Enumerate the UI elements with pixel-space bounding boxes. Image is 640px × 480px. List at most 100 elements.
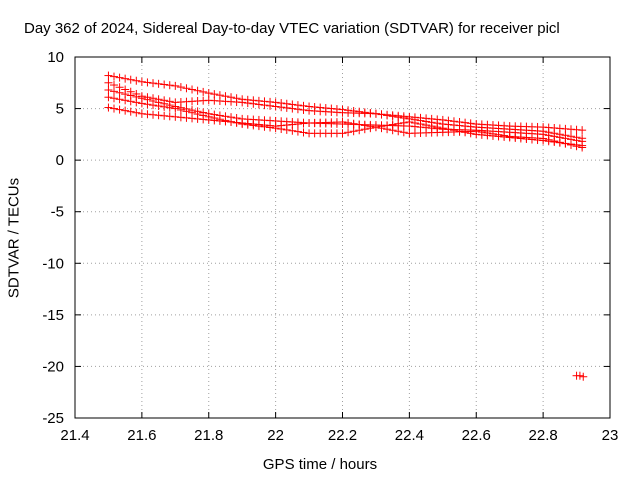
data-point bbox=[199, 87, 208, 96]
x-tick-label: 22.4 bbox=[395, 427, 424, 444]
data-point bbox=[137, 77, 146, 86]
data-point bbox=[260, 121, 269, 130]
data-point bbox=[182, 84, 191, 93]
data-point bbox=[121, 106, 130, 115]
data-point bbox=[394, 119, 403, 128]
data-point bbox=[578, 143, 587, 152]
data-point bbox=[344, 118, 353, 127]
data-point bbox=[215, 116, 224, 125]
data-point bbox=[254, 100, 263, 109]
data-point bbox=[110, 104, 119, 113]
data-point bbox=[154, 111, 163, 120]
data-point bbox=[299, 105, 308, 114]
data-point bbox=[575, 371, 584, 380]
y-axis-label: SDTVAR / TECUs bbox=[5, 177, 23, 299]
data-points bbox=[104, 71, 588, 381]
data-point bbox=[271, 102, 280, 111]
data-point bbox=[227, 117, 236, 126]
data-point bbox=[338, 117, 347, 126]
x-tick-label: 21.4 bbox=[60, 427, 89, 444]
data-point bbox=[193, 114, 202, 123]
data-point bbox=[171, 112, 180, 121]
data-point bbox=[249, 99, 258, 108]
data-point bbox=[188, 114, 197, 123]
data-point bbox=[422, 121, 431, 130]
data-point bbox=[132, 98, 141, 107]
data-point bbox=[500, 131, 509, 140]
y-tick-label: -15 bbox=[42, 307, 64, 324]
data-point bbox=[399, 118, 408, 127]
data-point bbox=[277, 121, 286, 130]
y-tick-label: 10 bbox=[47, 49, 64, 66]
data-point bbox=[282, 121, 291, 130]
data-point bbox=[160, 111, 169, 120]
data-point bbox=[360, 121, 369, 130]
data-point bbox=[204, 115, 213, 124]
data-point bbox=[110, 94, 119, 103]
data-point bbox=[115, 95, 124, 104]
data-point bbox=[338, 129, 347, 138]
data-point bbox=[344, 128, 353, 137]
data-point bbox=[282, 103, 291, 112]
data-point bbox=[126, 107, 135, 116]
data-point bbox=[388, 112, 397, 121]
data-point bbox=[349, 127, 358, 136]
data-point bbox=[176, 83, 185, 92]
data-point bbox=[277, 103, 286, 112]
data-point bbox=[383, 111, 392, 120]
data-point bbox=[405, 117, 414, 126]
data-point bbox=[199, 115, 208, 124]
x-axis-label: GPS time / hours bbox=[262, 456, 378, 473]
data-point bbox=[539, 134, 548, 143]
data-point bbox=[293, 105, 302, 114]
data-point bbox=[149, 101, 158, 110]
data-point bbox=[299, 119, 308, 128]
data-point bbox=[555, 138, 564, 147]
data-point bbox=[176, 105, 185, 114]
data-point bbox=[271, 122, 280, 131]
data-point bbox=[494, 130, 503, 139]
data-point bbox=[416, 120, 425, 129]
x-tick-label: 21.6 bbox=[127, 427, 156, 444]
data-point bbox=[104, 71, 113, 80]
y-tick-label: 0 bbox=[56, 152, 64, 169]
data-point bbox=[243, 119, 252, 128]
data-point bbox=[366, 122, 375, 131]
data-point bbox=[188, 85, 197, 94]
data-point bbox=[349, 119, 358, 128]
data-point bbox=[488, 129, 497, 138]
data-point bbox=[132, 108, 141, 117]
plot-frame bbox=[74, 56, 611, 419]
data-point bbox=[126, 97, 135, 106]
x-tick-label: 22.8 bbox=[529, 427, 558, 444]
x-tick-label: 22.2 bbox=[328, 427, 357, 444]
data-point bbox=[149, 110, 158, 119]
data-point bbox=[104, 78, 113, 87]
data-point bbox=[266, 101, 275, 110]
y-tick-label: -25 bbox=[42, 410, 64, 427]
data-point bbox=[238, 98, 247, 107]
data-point bbox=[143, 100, 152, 109]
data-point bbox=[544, 135, 553, 144]
y-tick-label: -10 bbox=[42, 255, 64, 272]
data-point bbox=[104, 86, 113, 95]
data-point bbox=[561, 139, 570, 148]
data-point bbox=[238, 119, 247, 128]
data-point bbox=[232, 118, 241, 127]
y-tick-label: 5 bbox=[56, 101, 64, 118]
data-point bbox=[104, 93, 113, 102]
data-point bbox=[243, 99, 252, 108]
data-point bbox=[160, 102, 169, 111]
data-point bbox=[121, 74, 130, 83]
data-point bbox=[377, 124, 386, 133]
data-point bbox=[154, 79, 163, 88]
data-point bbox=[132, 76, 141, 85]
data-point bbox=[371, 109, 380, 118]
data-point bbox=[288, 104, 297, 113]
data-point bbox=[388, 126, 397, 135]
data-point bbox=[260, 101, 269, 110]
data-point bbox=[160, 80, 169, 89]
x-tick-label: 22.6 bbox=[462, 427, 491, 444]
data-point bbox=[249, 120, 258, 129]
